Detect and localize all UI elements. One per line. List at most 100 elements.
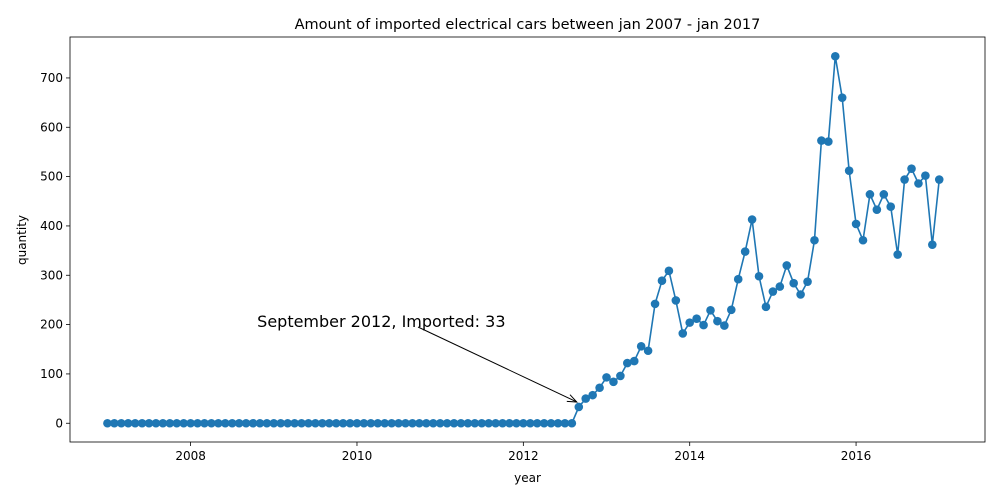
y-tick-label: 300 bbox=[40, 268, 63, 282]
data-point bbox=[380, 418, 390, 428]
data-point bbox=[477, 418, 487, 428]
data-point bbox=[824, 137, 833, 146]
data-point bbox=[581, 394, 591, 403]
data-point bbox=[276, 418, 286, 428]
data-point bbox=[297, 418, 306, 428]
data-point bbox=[193, 418, 202, 428]
data-point bbox=[837, 93, 847, 102]
data-point bbox=[720, 321, 729, 330]
data-point bbox=[727, 305, 736, 315]
data-point bbox=[207, 418, 216, 428]
data-point bbox=[761, 302, 771, 312]
data-point bbox=[872, 205, 882, 214]
data-point bbox=[747, 215, 757, 224]
data-point bbox=[733, 274, 743, 284]
data-point bbox=[248, 418, 258, 428]
data-point bbox=[227, 418, 237, 428]
data-point bbox=[595, 383, 604, 393]
data-point bbox=[560, 418, 570, 428]
data-point bbox=[130, 418, 140, 428]
data-point bbox=[525, 418, 535, 428]
data-point bbox=[546, 418, 556, 428]
data-point bbox=[505, 418, 514, 428]
x-tick-label: 2010 bbox=[342, 449, 373, 463]
data-point bbox=[449, 418, 459, 428]
data-point bbox=[165, 418, 175, 428]
data-point bbox=[782, 261, 792, 270]
data-point bbox=[428, 418, 438, 428]
data-point bbox=[830, 51, 840, 61]
data-point bbox=[671, 296, 681, 305]
data-point bbox=[269, 418, 279, 428]
data-point bbox=[907, 164, 916, 174]
y-tick-label: 500 bbox=[40, 170, 63, 184]
data-point bbox=[484, 418, 493, 428]
data-point bbox=[616, 371, 625, 381]
data-point bbox=[234, 418, 244, 428]
y-tick-label: 600 bbox=[40, 120, 63, 134]
data-point bbox=[345, 418, 355, 428]
data-point bbox=[442, 418, 452, 428]
x-tick-label: 2016 bbox=[841, 449, 872, 463]
data-point bbox=[664, 266, 674, 276]
x-axis-label: year bbox=[514, 471, 541, 485]
data-point bbox=[456, 418, 466, 428]
data-point bbox=[914, 179, 923, 188]
data-point bbox=[893, 250, 902, 259]
data-point bbox=[650, 299, 660, 309]
data-point bbox=[643, 346, 653, 356]
data-point bbox=[290, 418, 299, 428]
data-point bbox=[324, 418, 334, 428]
data-point bbox=[179, 418, 188, 428]
data-point bbox=[463, 418, 473, 428]
data-point bbox=[117, 418, 126, 428]
y-tick-label: 0 bbox=[55, 416, 63, 430]
data-point bbox=[629, 356, 639, 366]
data-point bbox=[803, 277, 812, 286]
data-point bbox=[796, 290, 805, 299]
y-tick-label: 200 bbox=[40, 318, 63, 332]
data-point bbox=[200, 418, 209, 428]
data-point bbox=[817, 136, 826, 145]
data-point bbox=[699, 320, 708, 330]
data-point bbox=[567, 418, 577, 428]
x-tick-label: 2012 bbox=[508, 449, 539, 463]
data-point bbox=[879, 190, 889, 199]
data-point bbox=[609, 377, 618, 387]
data-point bbox=[886, 202, 896, 211]
data-point bbox=[706, 305, 715, 315]
data-point bbox=[928, 240, 937, 249]
data-point bbox=[498, 418, 507, 428]
data-point bbox=[137, 418, 147, 428]
x-tick-label: 2008 bbox=[175, 449, 206, 463]
annotation-text: September 2012, Imported: 33 bbox=[257, 312, 505, 331]
data-point bbox=[366, 418, 376, 428]
data-point bbox=[311, 418, 320, 428]
x-tick-label: 2014 bbox=[674, 449, 705, 463]
data-point bbox=[512, 418, 521, 428]
data-point bbox=[415, 418, 424, 428]
data-point bbox=[255, 418, 265, 428]
data-point bbox=[123, 418, 133, 428]
data-point bbox=[553, 418, 563, 428]
data-point bbox=[491, 418, 500, 428]
data-point bbox=[151, 418, 161, 428]
data-point bbox=[713, 316, 722, 326]
y-tick-label: 100 bbox=[40, 367, 63, 381]
data-point bbox=[657, 276, 667, 285]
data-point bbox=[158, 418, 168, 428]
data-point bbox=[921, 171, 930, 180]
data-point bbox=[858, 235, 868, 245]
data-point bbox=[359, 418, 369, 428]
data-point bbox=[810, 235, 819, 245]
data-point bbox=[408, 418, 417, 428]
data-point bbox=[262, 418, 272, 428]
data-point bbox=[214, 418, 223, 428]
data-point bbox=[318, 418, 327, 428]
data-point bbox=[304, 418, 313, 428]
data-point bbox=[532, 418, 542, 428]
y-tick-label: 700 bbox=[40, 71, 63, 85]
data-point bbox=[352, 418, 362, 428]
